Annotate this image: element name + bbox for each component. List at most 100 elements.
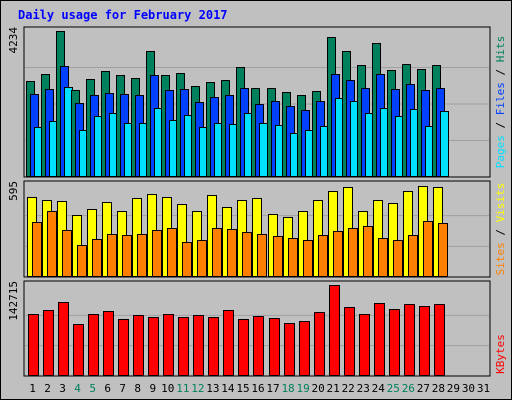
- x-tick-label-2: 2: [44, 382, 51, 395]
- x-tick-label-7: 7: [119, 382, 126, 395]
- x-tick-label-28: 28: [432, 382, 445, 395]
- x-tick-label-24: 24: [372, 382, 386, 395]
- bar-sites-day-4: [77, 245, 87, 277]
- legend-separator: /: [494, 222, 507, 242]
- legend-files: Files: [494, 82, 507, 115]
- x-tick-label-15: 15: [236, 382, 249, 395]
- legend-pages: Pages: [494, 135, 507, 168]
- legend-separator: /: [494, 62, 507, 82]
- bar-pages-day-16: [259, 123, 268, 177]
- bar-sites-day-8: [137, 234, 147, 277]
- chart-title: Daily usage for February 2017: [18, 8, 228, 22]
- bar-sites-day-13: [212, 228, 222, 277]
- bar-sites-day-22: [348, 228, 358, 277]
- bar-kbytes-day-9: [148, 317, 159, 376]
- bar-sites-day-27: [423, 221, 433, 277]
- bar-kbytes-day-13: [208, 317, 219, 376]
- x-tick-label-26: 26: [402, 382, 415, 395]
- bar-kbytes-day-17: [269, 318, 280, 376]
- bar-sites-day-21: [333, 231, 343, 277]
- legend-separator: /: [494, 115, 507, 135]
- bar-kbytes-day-6: [103, 311, 114, 376]
- bar-kbytes-day-7: [118, 319, 129, 376]
- bar-kbytes-day-27: [419, 306, 430, 376]
- x-tick-label-12: 12: [191, 382, 204, 395]
- x-tick-label-21: 21: [327, 382, 340, 395]
- bar-sites-day-23: [363, 226, 373, 277]
- bar-kbytes-day-1: [28, 314, 39, 376]
- x-tick-label-31: 31: [477, 382, 490, 395]
- bar-sites-day-28: [438, 223, 448, 277]
- x-tick-label-3: 3: [59, 382, 66, 395]
- bar-sites-day-17: [273, 236, 283, 277]
- legend-2: KBytes: [494, 334, 507, 374]
- legend-1: Sites / Visits: [494, 183, 507, 276]
- x-tick-label-14: 14: [221, 382, 235, 395]
- x-tick-label-16: 16: [251, 382, 264, 395]
- bar-kbytes-day-23: [359, 314, 370, 376]
- bar-sites-day-25: [393, 240, 403, 277]
- bar-kbytes-day-2: [43, 310, 54, 376]
- x-tick-label-8: 8: [134, 382, 141, 395]
- x-tick-label-25: 25: [387, 382, 400, 395]
- x-tick-label-11: 11: [176, 382, 189, 395]
- x-tick-label-4: 4: [74, 382, 81, 395]
- bar-kbytes-day-11: [178, 317, 189, 376]
- x-tick-label-23: 23: [357, 382, 370, 395]
- x-tick-label-13: 13: [206, 382, 219, 395]
- x-tick-label-5: 5: [89, 382, 96, 395]
- bar-pages-day-28: [440, 111, 449, 177]
- bar-sites-day-1: [32, 222, 42, 277]
- bar-sites-day-2: [47, 211, 57, 277]
- bar-kbytes-day-10: [163, 314, 174, 376]
- bar-sites-day-5: [92, 239, 102, 277]
- bar-sites-day-10: [167, 228, 177, 277]
- max-value-label: 595: [7, 181, 20, 201]
- bar-kbytes-day-24: [374, 303, 385, 376]
- bar-kbytes-day-22: [344, 307, 355, 376]
- x-tick-label-1: 1: [29, 382, 36, 395]
- bar-sites-day-20: [318, 235, 328, 277]
- bar-sites-day-7: [122, 235, 132, 277]
- max-value-label: 4234: [7, 27, 20, 54]
- x-tick-label-19: 19: [296, 382, 309, 395]
- bar-kbytes-day-25: [389, 309, 400, 376]
- bar-kbytes-day-12: [193, 315, 204, 376]
- bar-kbytes-day-14: [223, 310, 234, 376]
- legend-kbytes: KBytes: [494, 334, 507, 374]
- bar-kbytes-day-21: [329, 285, 340, 376]
- x-tick-label-18: 18: [281, 382, 294, 395]
- x-tick-label-10: 10: [161, 382, 174, 395]
- bar-kbytes-day-3: [58, 302, 69, 376]
- bar-sites-day-12: [197, 240, 207, 277]
- x-tick-label-22: 22: [342, 382, 355, 395]
- bar-kbytes-day-28: [434, 304, 445, 376]
- x-tick-label-6: 6: [104, 382, 111, 395]
- max-value-label: 142715: [7, 281, 20, 321]
- bar-kbytes-day-20: [314, 312, 325, 376]
- bar-kbytes-day-4: [73, 324, 84, 376]
- x-tick-label-29: 29: [447, 382, 460, 395]
- bar-sites-day-19: [303, 240, 313, 277]
- x-tick-label-30: 30: [462, 382, 475, 395]
- bar-kbytes-day-16: [253, 316, 264, 376]
- legend-visits: Visits: [494, 183, 507, 223]
- bar-sites-day-9: [152, 230, 162, 277]
- bar-kbytes-day-5: [88, 314, 99, 376]
- legend-0: Pages / Files / Hits: [494, 36, 507, 169]
- x-tick-label-20: 20: [312, 382, 325, 395]
- legend-hits: Hits: [494, 36, 507, 63]
- bar-kbytes-day-18: [284, 323, 295, 376]
- bar-sites-day-11: [182, 242, 192, 277]
- bar-kbytes-day-15: [238, 319, 249, 376]
- x-tick-label-17: 17: [266, 382, 279, 395]
- bar-kbytes-day-8: [133, 315, 144, 376]
- bar-kbytes-day-19: [299, 321, 310, 376]
- bar-sites-day-14: [227, 229, 237, 277]
- bar-sites-day-18: [288, 238, 298, 277]
- legend-sites: Sites: [494, 242, 507, 275]
- bar-sites-day-26: [408, 235, 418, 277]
- bar-sites-day-16: [257, 234, 267, 277]
- bar-sites-day-24: [378, 238, 388, 277]
